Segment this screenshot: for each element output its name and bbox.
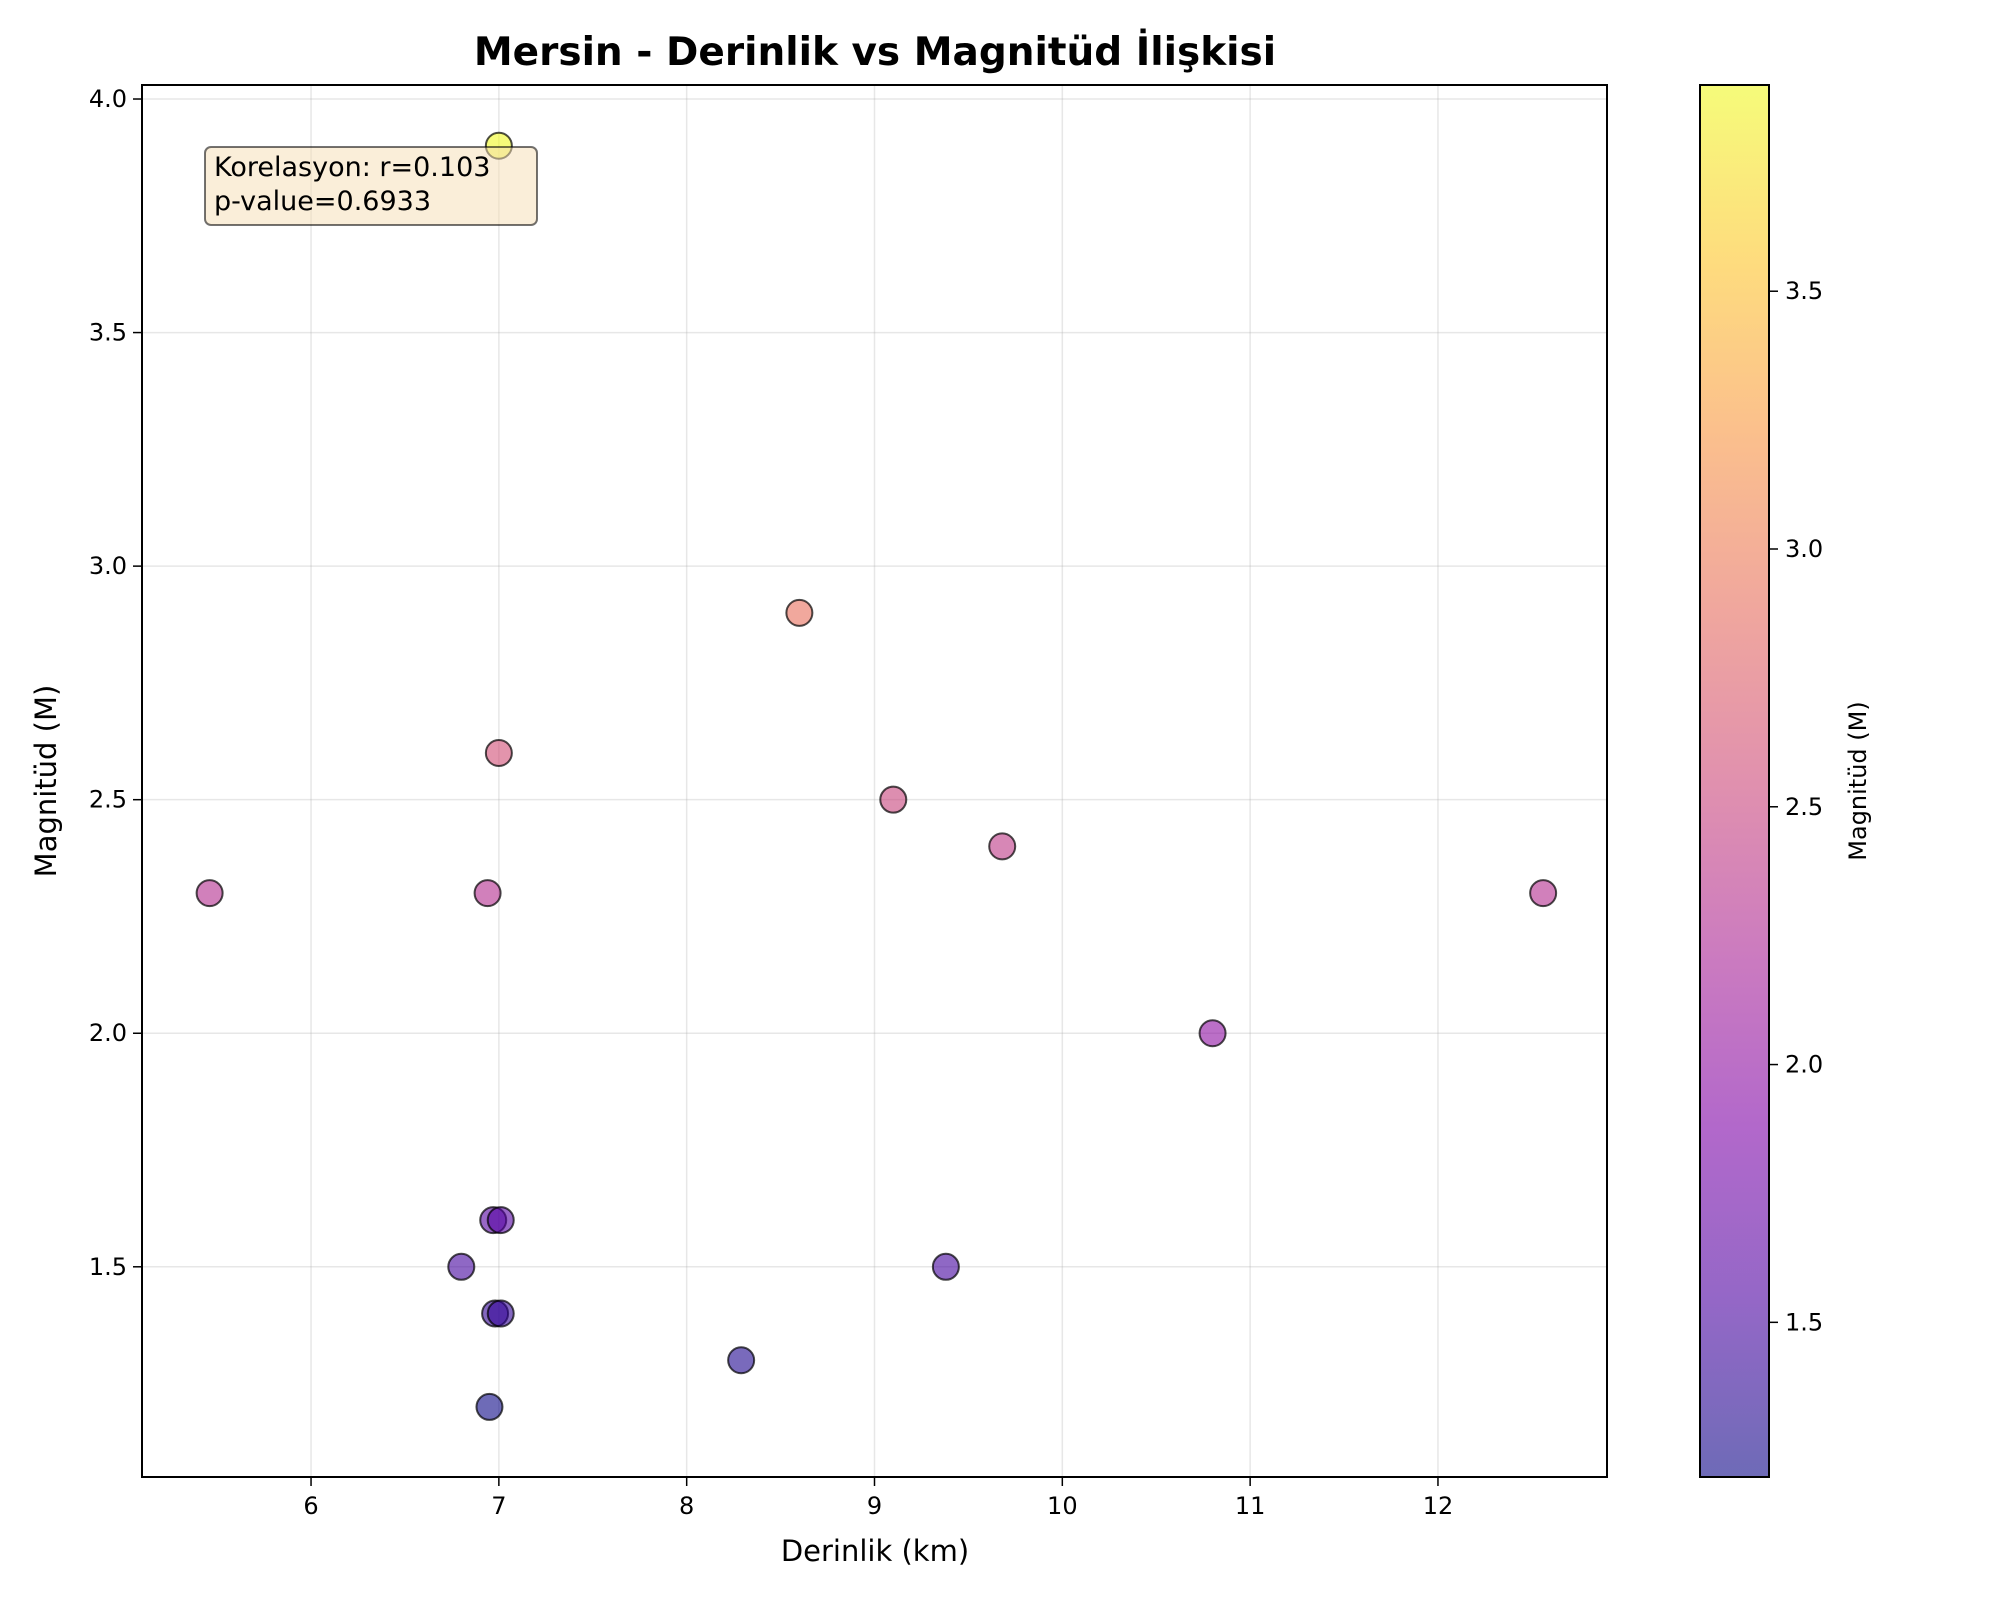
y-tick-label: 1.5	[89, 1253, 127, 1281]
data-point	[879, 785, 908, 814]
data-point	[486, 1299, 515, 1328]
x-tick-label: 9	[867, 1492, 882, 1520]
x-axis-label: Derinlik (km)	[781, 1534, 969, 1568]
data-point	[475, 1392, 504, 1421]
x-axis-ticks: 6 7 8 9 10 11 12	[303, 1477, 1453, 1520]
data-point	[473, 879, 502, 908]
x-tick-label: 11	[1235, 1492, 1266, 1520]
data-points	[195, 131, 1558, 1421]
annotation-p-value: p-value=0.6933	[214, 186, 431, 217]
y-tick-label: 2.0	[89, 1019, 127, 1047]
colorbar-tick-label: 3.0	[1785, 535, 1823, 563]
colorbar-gradient	[1699, 84, 1770, 1478]
data-point	[727, 1346, 756, 1375]
data-point	[785, 598, 814, 627]
y-tick-label: 4.0	[89, 85, 127, 113]
y-tick-label: 2.5	[89, 786, 127, 814]
data-point	[1529, 879, 1558, 908]
colorbar: 1.5 2.0 2.5 3.0 3.5 Magnitüd (M)	[1699, 84, 1872, 1478]
y-axis-ticks: 1.5 2.0 2.5 3.0 3.5 4.0	[89, 85, 142, 1281]
colorbar-tick-label: 3.5	[1785, 277, 1823, 305]
data-point	[486, 1206, 515, 1235]
data-point	[484, 738, 513, 767]
x-tick-label: 7	[491, 1492, 506, 1520]
data-point	[195, 879, 224, 908]
annotation-correlation: Korelasyon: r=0.103	[214, 152, 490, 183]
data-point	[931, 1252, 960, 1281]
colorbar-tick-label: 2.0	[1785, 1051, 1823, 1079]
data-point	[988, 832, 1017, 861]
x-tick-label: 6	[303, 1492, 318, 1520]
annotation-box	[204, 146, 538, 226]
correlation-annotation: Korelasyon: r=0.103 p-value=0.6933	[204, 146, 538, 226]
y-tick-label: 3.5	[89, 319, 127, 347]
chart-title: Mersin - Derinlik vs Magnitüd İlişkisi	[474, 28, 1276, 75]
colorbar-ticks: 1.5 2.0 2.5 3.0 3.5	[1769, 277, 1823, 1336]
grid-lines	[142, 85, 1607, 1477]
x-tick-label: 8	[679, 1492, 694, 1520]
colorbar-tick-label: 2.5	[1785, 793, 1823, 821]
data-point	[447, 1252, 476, 1281]
x-tick-label: 10	[1047, 1492, 1078, 1520]
colorbar-label: Magnitüd (M)	[1844, 701, 1872, 860]
y-axis-label: Magnitüd (M)	[29, 685, 63, 878]
data-point	[1198, 1019, 1227, 1048]
x-tick-label: 12	[1423, 1492, 1454, 1520]
colorbar-tick-label: 1.5	[1785, 1308, 1823, 1336]
y-tick-label: 3.0	[89, 552, 127, 580]
